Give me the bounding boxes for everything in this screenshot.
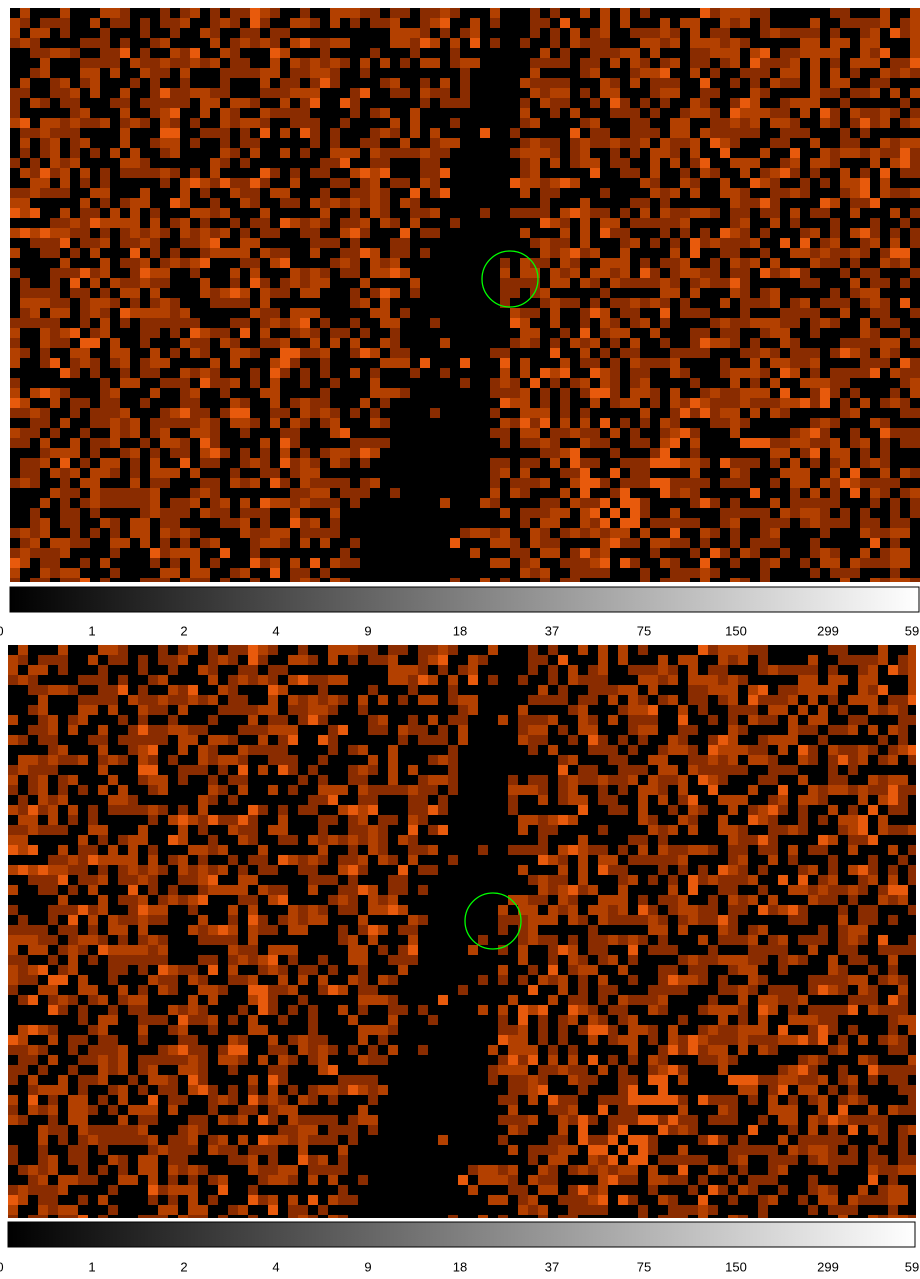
colorbar xyxy=(10,587,919,612)
colorbar-label: 2 xyxy=(180,623,187,638)
colorbar-label: 2 xyxy=(180,1259,187,1274)
colorbar-label: 299 xyxy=(817,1259,839,1274)
colorbar-label: 1 xyxy=(88,623,95,638)
colorbar-label: 59 xyxy=(905,623,919,638)
colorbar-label: 75 xyxy=(637,623,651,638)
colorbar-label: 150 xyxy=(725,1259,747,1274)
colorbar-label: 18 xyxy=(453,1259,467,1274)
colorbar-label: 37 xyxy=(545,1259,559,1274)
viewer: 0 1 2 4 9 18 37 75 150 299 59 0 1 2 4 9 18 37 75 150 299 59 xyxy=(0,0,920,1279)
colorbar-label: 0 xyxy=(0,623,4,638)
colorbar-label: 37 xyxy=(545,623,559,638)
colorbar-label: 4 xyxy=(272,1259,279,1274)
colorbar-label: 18 xyxy=(453,623,467,638)
colorbar-label: 150 xyxy=(725,623,747,638)
colorbar-label: 9 xyxy=(364,623,371,638)
page: 01249183775150299590124918377515029959 (… xyxy=(0,0,920,1279)
colorbar-label: 299 xyxy=(817,623,839,638)
colorbar xyxy=(8,1222,915,1247)
colorbar-label: 0 xyxy=(0,1259,4,1274)
colorbar-label: 1 xyxy=(88,1259,95,1274)
colorbar-label: 75 xyxy=(637,1259,651,1274)
colorbar-label: 4 xyxy=(272,623,279,638)
colorbar-label: 59 xyxy=(905,1259,919,1274)
colorbar-label: 9 xyxy=(364,1259,371,1274)
